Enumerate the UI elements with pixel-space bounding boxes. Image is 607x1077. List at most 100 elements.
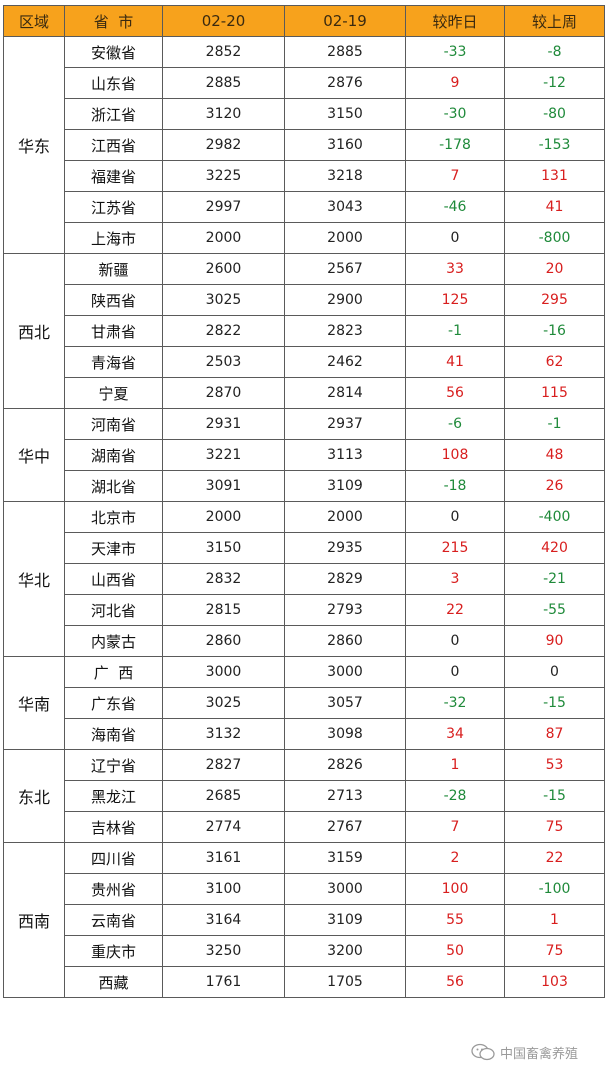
- price-0220-cell: 2822: [162, 315, 285, 347]
- change-day-cell: 100: [405, 873, 505, 905]
- table-row: 甘肃省 2822 2823 -1 -16: [4, 315, 605, 347]
- change-week-cell: 75: [504, 935, 605, 967]
- price-0220-cell: 3025: [162, 284, 285, 316]
- region-cell: 西南: [3, 842, 65, 998]
- change-day-cell: 0: [405, 501, 505, 533]
- price-0219-cell: 1705: [284, 966, 406, 998]
- price-0220-cell: 2852: [162, 36, 285, 68]
- change-day-cell: 215: [405, 532, 505, 564]
- price-0219-cell: 2829: [284, 563, 406, 595]
- price-0219-cell: 3218: [284, 160, 406, 192]
- change-week-cell: -400: [504, 501, 605, 533]
- table-row: 西北 新疆 2600 2567 33 20: [3, 253, 605, 409]
- change-day-cell: 34: [405, 718, 505, 750]
- table-body: 华东 安徽省 2852 2885 -33 -8 山东省 2885 2876 9 -12 浙江省 3120…: [3, 36, 605, 998]
- change-week-cell: -100: [504, 873, 605, 905]
- change-week-cell: -15: [504, 687, 605, 719]
- province-cell: 浙江省: [64, 98, 163, 130]
- change-week-cell: 48: [504, 439, 605, 471]
- province-cell: 上海市: [64, 222, 163, 254]
- change-week-cell: 20: [504, 253, 605, 285]
- price-table: 区域 省 市 02-20 02-19 较昨日 较上周 华东 安徽省 2852 2885…: [3, 5, 605, 998]
- table-row: 吉林省 2774 2767 7 75: [4, 811, 605, 843]
- price-0220-cell: 3091: [162, 470, 285, 502]
- price-0219-cell: 2826: [284, 749, 406, 781]
- province-cell: 青海省: [64, 346, 163, 378]
- table-row: 山西省 2832 2829 3 -21: [4, 563, 605, 595]
- change-day-cell: 33: [405, 253, 505, 285]
- price-0220-cell: 3161: [162, 842, 285, 874]
- price-0219-cell: 3200: [284, 935, 406, 967]
- price-0220-cell: 2685: [162, 780, 285, 812]
- price-0219-cell: 3109: [284, 470, 406, 502]
- table-row: 江苏省 2997 3043 -46 41: [4, 191, 605, 223]
- change-day-cell: 55: [405, 904, 505, 936]
- table-row: 海南省 3132 3098 34 87: [4, 718, 605, 750]
- change-week-cell: -21: [504, 563, 605, 595]
- change-week-cell: -16: [504, 315, 605, 347]
- price-0220-cell: 3025: [162, 687, 285, 719]
- change-day-cell: 1: [405, 749, 505, 781]
- province-cell: 海南省: [64, 718, 163, 750]
- header-region: 区域: [3, 5, 65, 37]
- province-cell: 山东省: [64, 67, 163, 99]
- price-0220-cell: 2503: [162, 346, 285, 378]
- change-day-cell: 56: [405, 966, 505, 998]
- price-0220-cell: 3132: [162, 718, 285, 750]
- price-0220-cell: 2827: [162, 749, 285, 781]
- price-0220-cell: 3164: [162, 904, 285, 936]
- change-week-cell: -15: [504, 780, 605, 812]
- change-day-cell: 3: [405, 563, 505, 595]
- change-week-cell: 62: [504, 346, 605, 378]
- change-day-cell: 2: [405, 842, 505, 874]
- province-cell: 吉林省: [64, 811, 163, 843]
- province-cell: 北京市: [64, 501, 163, 533]
- price-0220-cell: 2931: [162, 408, 285, 440]
- wechat-icon: [471, 1043, 495, 1061]
- price-0220-cell: 2860: [162, 625, 285, 657]
- price-0219-cell: 2900: [284, 284, 406, 316]
- price-0219-cell: 3098: [284, 718, 406, 750]
- price-0220-cell: 3120: [162, 98, 285, 130]
- price-0219-cell: 2935: [284, 532, 406, 564]
- price-0219-cell: 2000: [284, 501, 406, 533]
- province-cell: 广 西: [64, 656, 163, 688]
- table-row: 宁夏 2870 2814 56 115: [4, 377, 605, 409]
- region-cell: 华南: [3, 656, 65, 750]
- change-week-cell: -153: [504, 129, 605, 161]
- change-day-cell: 0: [405, 656, 505, 688]
- province-cell: 湖南省: [64, 439, 163, 471]
- province-cell: 辽宁省: [64, 749, 163, 781]
- price-0219-cell: 2937: [284, 408, 406, 440]
- header-vs-last-week: 较上周: [504, 5, 605, 37]
- region-cell: 华东: [3, 36, 65, 254]
- province-cell: 西藏: [64, 966, 163, 998]
- region-cell: 华北: [3, 501, 65, 657]
- price-0219-cell: 3043: [284, 191, 406, 223]
- price-0220-cell: 2000: [162, 501, 285, 533]
- price-0220-cell: 2997: [162, 191, 285, 223]
- change-week-cell: -80: [504, 98, 605, 130]
- price-0219-cell: 2767: [284, 811, 406, 843]
- watermark: 中国畜禽养殖: [470, 1040, 578, 1064]
- table-row: 贵州省 3100 3000 100 -100: [4, 873, 605, 905]
- change-day-cell: -6: [405, 408, 505, 440]
- region-cell: 华中: [3, 408, 65, 502]
- change-day-cell: -32: [405, 687, 505, 719]
- price-0220-cell: 3000: [162, 656, 285, 688]
- province-cell: 宁夏: [64, 377, 163, 409]
- price-0219-cell: 2000: [284, 222, 406, 254]
- price-0219-cell: 3057: [284, 687, 406, 719]
- change-week-cell: 53: [504, 749, 605, 781]
- price-0219-cell: 2876: [284, 67, 406, 99]
- table-row: 华中 河南省 2931 2937 -6 -1: [3, 408, 605, 502]
- province-cell: 福建省: [64, 160, 163, 192]
- change-day-cell: 41: [405, 346, 505, 378]
- change-week-cell: -12: [504, 67, 605, 99]
- change-week-cell: 295: [504, 284, 605, 316]
- price-0220-cell: 2000: [162, 222, 285, 254]
- change-day-cell: 0: [405, 222, 505, 254]
- change-day-cell: -28: [405, 780, 505, 812]
- table-row: 黑龙江 2685 2713 -28 -15: [4, 780, 605, 812]
- price-0219-cell: 3000: [284, 656, 406, 688]
